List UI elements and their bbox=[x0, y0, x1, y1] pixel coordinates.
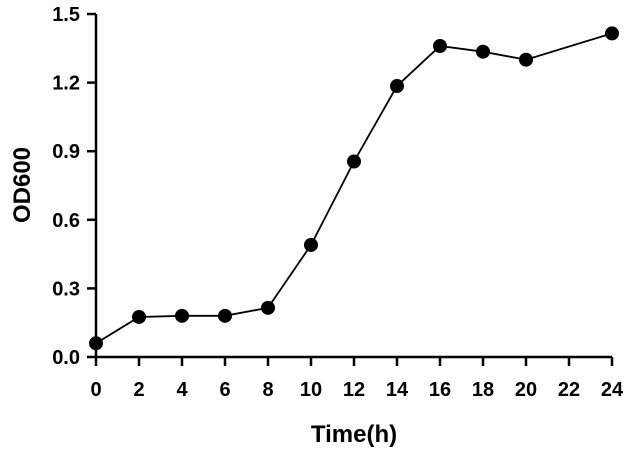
y-tick-label: 0.9 bbox=[52, 141, 80, 163]
data-point bbox=[304, 237, 318, 252]
data-point bbox=[175, 308, 189, 323]
x-tick-label: 4 bbox=[176, 379, 188, 401]
x-tick-label: 16 bbox=[429, 379, 451, 401]
x-tick-label: 0 bbox=[90, 379, 101, 401]
x-tick-label: 8 bbox=[262, 379, 273, 401]
y-axis-title: OD600 bbox=[9, 147, 36, 223]
y-tick-label: 0.0 bbox=[52, 347, 80, 369]
x-tick-label: 14 bbox=[386, 379, 409, 401]
series-layer bbox=[89, 26, 619, 351]
data-point bbox=[519, 52, 533, 67]
data-point bbox=[390, 79, 404, 94]
y-tick-label: 0.3 bbox=[52, 278, 80, 300]
data-point bbox=[261, 300, 275, 315]
x-tick-label: 18 bbox=[472, 379, 494, 401]
data-point bbox=[89, 336, 103, 351]
y-tick-label: 1.5 bbox=[52, 4, 80, 26]
axes: 0.00.30.60.91.21.50 2 4 6 8 10 12 14 16 18 20 22 24 bbox=[52, 4, 624, 401]
data-point bbox=[132, 309, 146, 324]
x-tick-label: 10 bbox=[300, 379, 322, 401]
data-point bbox=[433, 39, 447, 54]
x-tick-label: 6 bbox=[219, 379, 230, 401]
data-point bbox=[605, 26, 619, 41]
y-tick-label: 1.2 bbox=[52, 73, 80, 95]
x-tick-label: 12 bbox=[343, 379, 365, 401]
series-line bbox=[95, 32, 613, 345]
y-tick-label: 0.6 bbox=[52, 210, 80, 232]
x-tick-label: 20 bbox=[515, 379, 537, 401]
x-tick-label: 22 bbox=[558, 379, 580, 401]
data-point bbox=[347, 154, 361, 169]
data-point bbox=[476, 44, 490, 59]
x-tick-label: 24 bbox=[601, 379, 624, 401]
data-point bbox=[218, 308, 232, 323]
x-tick-label: 2 bbox=[133, 379, 144, 401]
x-axis-title: Time(h) bbox=[311, 421, 397, 448]
